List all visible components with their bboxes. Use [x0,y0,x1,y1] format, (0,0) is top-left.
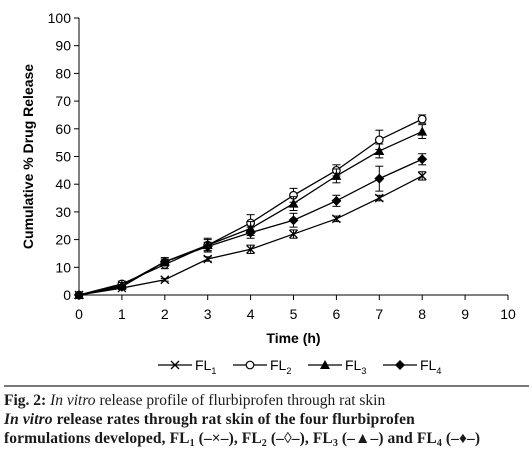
caption-title-italic: In vitro [50,392,96,409]
data-point [331,214,341,224]
y-tick-label: 60 [55,121,71,137]
x-tick-label: 1 [118,306,126,322]
caption-title: Fig. 2: In vitro release profile of flur… [4,391,529,410]
legend-marker [170,360,180,370]
data-point [289,229,298,239]
series-line [78,130,423,296]
series-line [78,118,423,296]
caption-description-line-1: In vitro release rates through rat skin … [4,410,529,429]
data-point [288,215,299,226]
x-tick-label: 0 [75,306,83,322]
data-point [331,170,342,180]
caption-fig-label: Fig. 2: [4,392,47,409]
marker-stroke [203,254,213,264]
caption-sub: 1 [189,438,195,449]
legend-item-fl1: FL1 [158,357,216,376]
series-fl4 [74,153,428,300]
y-tick-label: 50 [55,149,71,165]
legend-label: FL4 [420,357,441,376]
data-point [245,227,256,238]
marker-stroke [246,244,256,254]
y-tick-label: 70 [55,93,71,109]
legend: FL1 FL2 FL3 FL4 [158,357,441,376]
data-point [203,254,213,264]
data-point [417,126,428,136]
series-fl2 [74,114,427,300]
caption-title-rest: release profile of flurbiprofen through … [95,392,386,409]
y-tick-label: 80 [55,65,71,81]
x-tick-label: 5 [290,306,298,322]
legend-marker [395,360,405,370]
y-tick-label: 30 [55,204,71,220]
series-layer [74,114,428,300]
data-point [246,244,256,254]
data-point [159,256,170,267]
legend-item-fl4: FL4 [383,357,441,376]
caption-desc-part: (–×–), FL [194,430,262,447]
legend-item-fl3: FL3 [308,357,366,376]
y-tick-label: 40 [55,176,71,192]
caption-desc-part: formulations developed, FL [4,430,190,447]
marker-stroke [170,360,180,370]
data-point [288,198,299,208]
x-tick-label: 3 [204,306,212,322]
data-point [116,281,127,292]
marker-stroke [331,214,341,224]
caption-desc-rest: release rates through rat skin of the fo… [52,411,415,428]
data-point [374,135,384,145]
axes: 0 10 20 30 40 50 60 70 80 90 100 0 1 2 3 4 5 6 7 8 9 10 [48,10,516,322]
legend-item-fl2: FL2 [233,357,291,376]
y-tick-label: 20 [55,232,71,248]
data-point [374,173,385,184]
caption-desc-part: (–▲–) and FL [337,430,437,447]
x-tick-label: 10 [500,306,516,322]
y-tick-label: 90 [55,38,71,54]
x-tick-label: 7 [375,306,383,322]
x-tick-label: 9 [461,306,469,322]
data-point [374,193,384,203]
marker-stroke [374,193,384,203]
legend-label: FL1 [195,357,216,376]
line-chart: 0 10 20 30 40 50 60 70 80 90 100 0 1 2 3 4 5 6 7 8 9 10 Cumul… [20,10,516,376]
chart-figure: 0 10 20 30 40 50 60 70 80 90 100 0 1 2 3 4 5 6 7 8 9 10 Cumul… [20,10,516,376]
data-point [74,290,84,300]
x-tick-label: 2 [161,306,169,322]
data-point [417,154,428,165]
data-point [202,241,213,252]
caption-desc-part: (–♦–) [441,430,481,447]
x-tick-label: 6 [333,306,341,322]
caption-desc-part: (–◊–), FL [266,430,333,447]
y-tick-label: 10 [55,259,71,275]
figure-caption: Fig. 2: In vitro release profile of flur… [4,385,529,449]
caption-sub: 4 [436,438,442,449]
series-fl3 [74,124,428,299]
x-axis-title: Time (h) [266,330,320,346]
y-tick-label: 0 [63,287,71,303]
data-point [374,145,385,155]
legend-label: FL3 [345,357,366,376]
x-tick-label: 8 [418,306,426,322]
marker-stroke [160,275,170,285]
marker-stroke [417,171,427,181]
data-point [417,114,427,124]
y-tick-label: 100 [48,10,72,26]
caption-description-line-2: formulations developed, FL1 (–×–), FL2 (… [4,429,529,449]
caption-sub: 2 [261,438,267,449]
legend-label: FL2 [270,357,291,376]
caption-sub: 3 [332,438,338,449]
data-point [160,275,170,285]
marker-stroke [289,229,298,239]
legend-marker [245,360,255,370]
y-axis-title: Cumulative % Drug Release [20,64,36,249]
data-point [331,195,342,206]
data-point [417,171,427,181]
caption-desc-italic: In vitro [4,411,53,428]
x-tick-label: 4 [247,306,255,322]
legend-marker [320,360,330,369]
